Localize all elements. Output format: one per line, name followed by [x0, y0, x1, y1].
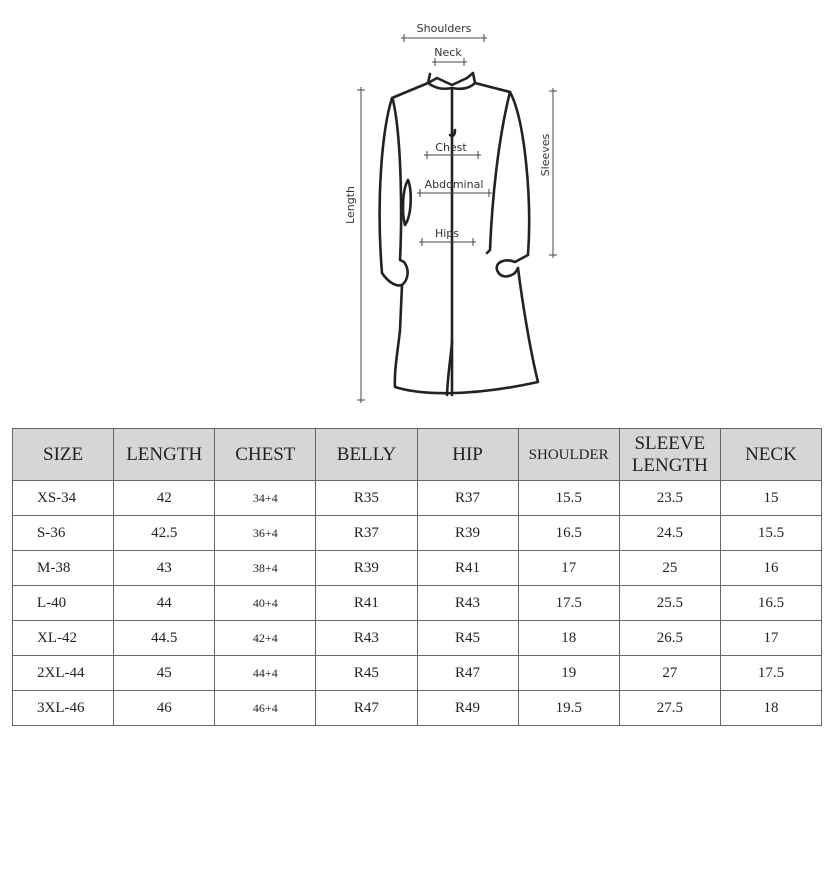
size-chart-table: SIZE LENGTH CHEST BELLY HIP SHOULDER SLEEVE LE…	[11, 428, 823, 726]
table-cell: R41	[315, 585, 418, 621]
table-cell: 25.5	[618, 585, 721, 621]
table-cell: 27	[618, 655, 721, 691]
table-cell: R45	[416, 620, 519, 656]
table-cell: 40+4	[214, 585, 317, 621]
table-cell: 24.5	[618, 515, 721, 551]
table-cell: 17.5	[517, 585, 620, 621]
column-header: BELLY	[315, 428, 418, 481]
table-cell: S-36	[11, 515, 115, 551]
table-row: XS-34 42 34+4 R35 R37 15.5 23.5 15	[11, 480, 823, 516]
table-cell: 42+4	[214, 620, 317, 656]
table-cell: XL-42	[11, 620, 115, 656]
table-row: 2XL-44 45 44+4 R45 R47 19 27 17.5	[11, 655, 823, 691]
table-cell: 18	[517, 620, 620, 656]
neck-label: Neck	[434, 46, 462, 59]
table-cell: 25	[618, 550, 721, 586]
sleeves-label: Sleeves	[539, 133, 552, 176]
table-cell: 46+4	[214, 690, 317, 726]
table-cell: 15.5	[719, 515, 823, 551]
table-cell: 2XL-44	[11, 655, 115, 691]
measurement-lines	[357, 34, 557, 403]
table-cell: R43	[416, 585, 519, 621]
table-cell: R37	[315, 515, 418, 551]
table-cell: 36+4	[214, 515, 317, 551]
table-cell: 15.5	[517, 480, 620, 516]
table-cell: 44	[113, 585, 216, 621]
table-cell: L-40	[11, 585, 115, 621]
table-row: L-40 44 40+4 R41 R43 17.5 25.5 16.5	[11, 585, 823, 621]
table-cell: 26.5	[618, 620, 721, 656]
table-cell: 17	[719, 620, 823, 656]
table-cell: 16	[719, 550, 823, 586]
shoulders-label: Shoulders	[417, 22, 472, 35]
table-cell: R35	[315, 480, 418, 516]
length-label: Length	[344, 186, 357, 224]
table-cell: 44+4	[214, 655, 317, 691]
table-cell: R37	[416, 480, 519, 516]
table-cell: 19.5	[517, 690, 620, 726]
abdominal-label: Abdominal	[425, 178, 484, 191]
table-cell: 43	[113, 550, 216, 586]
column-header: SHOULDER	[517, 428, 620, 481]
table-cell: R41	[416, 550, 519, 586]
table-row: S-36 42.5 36+4 R37 R39 16.5 24.5 15.5	[11, 515, 823, 551]
table-cell: M-38	[11, 550, 115, 586]
column-header: CHEST	[214, 428, 317, 481]
table-cell: R45	[315, 655, 418, 691]
table-cell: 19	[517, 655, 620, 691]
table-row: XL-42 44.5 42+4 R43 R45 18 26.5 17	[11, 620, 823, 656]
table-cell: 34+4	[214, 480, 317, 516]
table-cell: 16.5	[517, 515, 620, 551]
table-header-row: SIZE LENGTH CHEST BELLY HIP SHOULDER SLEEVE LE…	[11, 428, 823, 481]
column-header: SIZE	[11, 428, 115, 481]
table-cell: 46	[113, 690, 216, 726]
table-cell: R49	[416, 690, 519, 726]
hips-label: Hips	[435, 227, 459, 240]
table-cell: R47	[315, 690, 418, 726]
table-row: 3XL-46 46 46+4 R47 R49 19.5 27.5 18	[11, 690, 823, 726]
table-cell: R43	[315, 620, 418, 656]
table-cell: 3XL-46	[11, 690, 115, 726]
column-header: SLEEVE LENGTH	[618, 428, 721, 481]
table-cell: 44.5	[113, 620, 216, 656]
column-header: HIP	[416, 428, 519, 481]
table-cell: 17.5	[719, 655, 823, 691]
table-cell: R47	[416, 655, 519, 691]
table-cell: 38+4	[214, 550, 317, 586]
table-cell: 42	[113, 480, 216, 516]
column-header: LENGTH	[113, 428, 216, 481]
table-cell: 17	[517, 550, 620, 586]
table-cell: 15	[719, 480, 823, 516]
table-cell: 18	[719, 690, 823, 726]
table-cell: R39	[416, 515, 519, 551]
table-cell: 45	[113, 655, 216, 691]
table-cell: R39	[315, 550, 418, 586]
table-cell: 27.5	[618, 690, 721, 726]
table-row: M-38 43 38+4 R39 R41 17 25 16	[11, 550, 823, 586]
garment-measurement-diagram: Shoulders Neck Chest Abdominal Hips Leng…	[344, 22, 557, 403]
table-cell: XS-34	[11, 480, 115, 516]
chest-label: Chest	[435, 141, 467, 154]
table-cell: 16.5	[719, 585, 823, 621]
table-cell: 23.5	[618, 480, 721, 516]
column-header: NECK	[719, 428, 823, 481]
table-cell: 42.5	[113, 515, 216, 551]
